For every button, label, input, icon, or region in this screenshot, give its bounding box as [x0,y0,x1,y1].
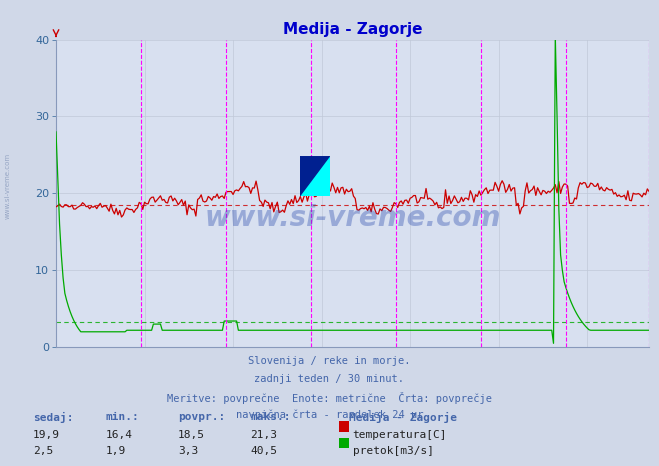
Text: pretok[m3/s]: pretok[m3/s] [353,446,434,456]
Text: 21,3: 21,3 [250,430,277,440]
Text: min.:: min.: [105,412,139,422]
Polygon shape [300,156,330,196]
Polygon shape [300,156,330,196]
Text: temperatura[C]: temperatura[C] [353,430,447,440]
Text: 3,3: 3,3 [178,446,198,456]
Text: 2,5: 2,5 [33,446,53,456]
Text: Medija - Zagorje: Medija - Zagorje [349,412,457,424]
Text: 19,9: 19,9 [33,430,60,440]
Text: navpična črta - razdelek 24 ur: navpična črta - razdelek 24 ur [236,410,423,420]
Text: 18,5: 18,5 [178,430,205,440]
Text: 1,9: 1,9 [105,446,126,456]
Text: povpr.:: povpr.: [178,412,225,422]
Text: www.si-vreme.com: www.si-vreme.com [204,204,501,232]
Text: 16,4: 16,4 [105,430,132,440]
Text: Slovenija / reke in morje.: Slovenija / reke in morje. [248,356,411,366]
Title: Medija - Zagorje: Medija - Zagorje [283,22,422,37]
Text: zadnji teden / 30 minut.: zadnji teden / 30 minut. [254,374,405,384]
Text: maks.:: maks.: [250,412,291,422]
Text: www.si-vreme.com: www.si-vreme.com [5,153,11,219]
Text: sedaj:: sedaj: [33,412,73,424]
Text: Meritve: povprečne  Enote: metrične  Črta: povprečje: Meritve: povprečne Enote: metrične Črta:… [167,392,492,404]
Text: 40,5: 40,5 [250,446,277,456]
